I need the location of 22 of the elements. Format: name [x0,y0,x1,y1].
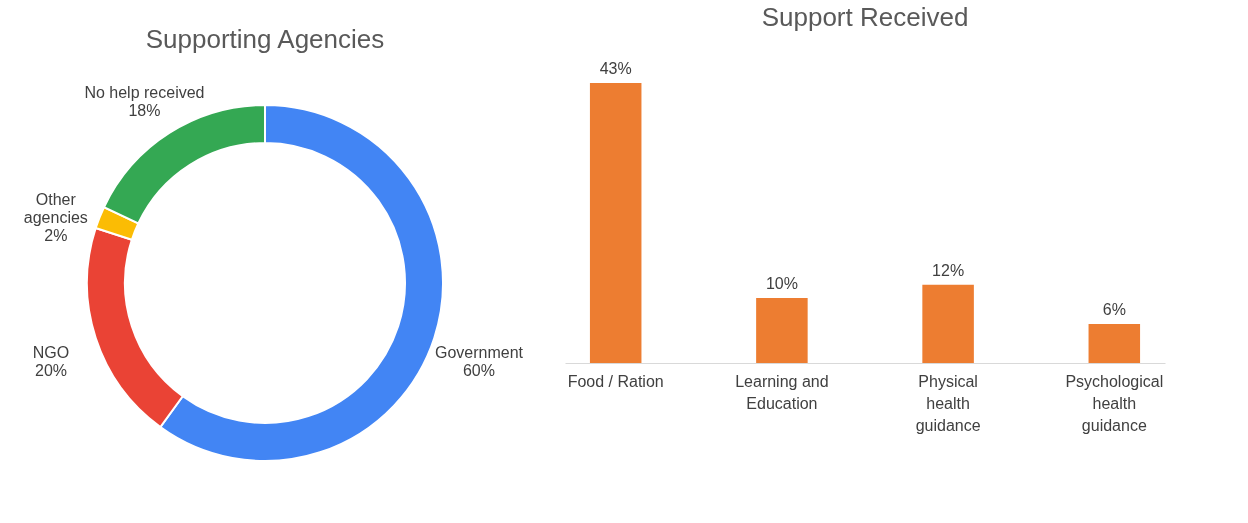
bar [756,297,808,363]
x-tick-label: Food / Ration [567,372,664,390]
data-label: 12% [932,261,965,279]
x-tick-label: Learning and Education [735,372,829,412]
slice-label: NGO [32,343,70,361]
x-tick-label: Psychological health guidance [1065,372,1164,434]
data-label: 60% [462,361,495,379]
chart-title: Support Received [761,2,969,32]
slice-label: Other agencies [23,191,88,227]
x-tick-label: Physical health guidance [915,372,981,434]
slice-label: Government [434,343,524,361]
data-label: 6% [1102,300,1126,318]
bar [1088,323,1141,363]
data-label: 43% [599,60,632,77]
bar [589,83,642,363]
slice-label: No help received [84,84,205,102]
data-label: 2% [44,227,68,245]
chart-title: Supporting Agencies [145,24,385,54]
data-label: 20% [35,361,68,379]
data-label: 10% [765,274,798,292]
data-label: 18% [128,102,161,120]
bar [922,284,974,363]
